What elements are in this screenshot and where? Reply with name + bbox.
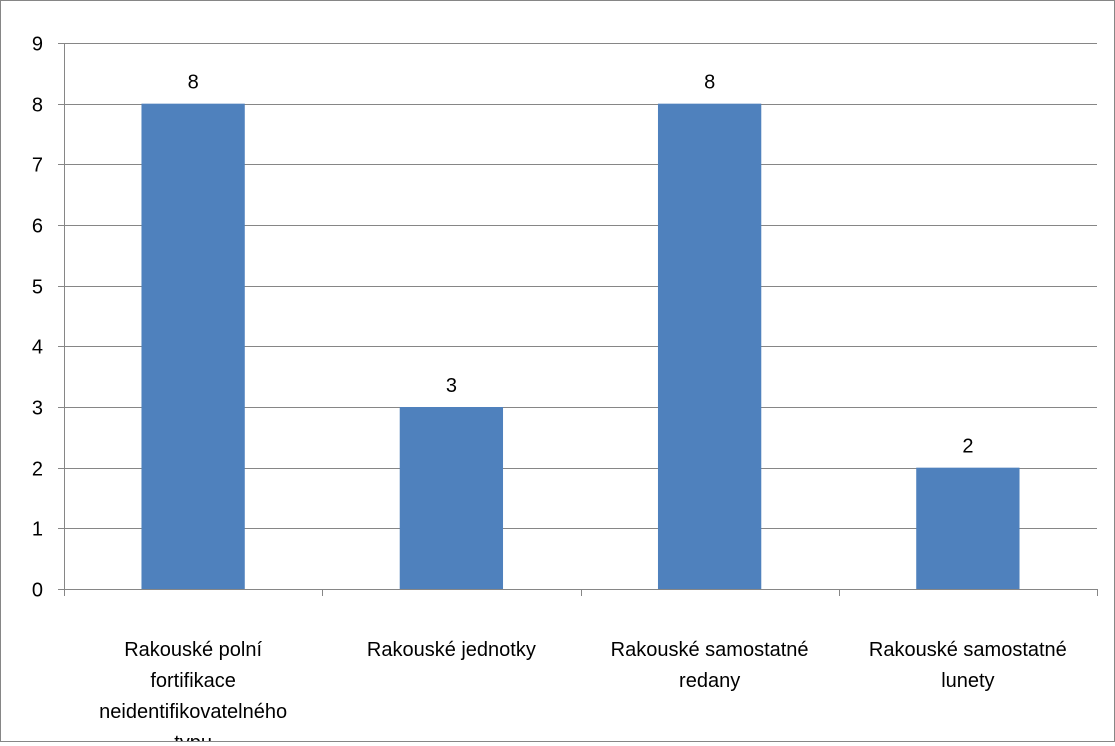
y-tick-label: 3 xyxy=(32,398,43,420)
y-tick-label: 0 xyxy=(32,580,43,602)
y-tick-label: 1 xyxy=(32,519,43,541)
x-tick-label-line: fortifikace xyxy=(150,670,236,692)
x-tick-label: Rakouské samostatné lunety xyxy=(869,639,1067,692)
x-tick-label-line: redany xyxy=(679,670,740,692)
bar xyxy=(916,467,1020,589)
bars xyxy=(141,103,1020,590)
y-tick-label: 5 xyxy=(32,277,43,299)
data-labels: 8 3 8 2 xyxy=(188,72,974,458)
data-label: 8 xyxy=(188,72,199,94)
y-tick-label: 8 xyxy=(32,95,43,117)
axes xyxy=(58,43,1098,596)
y-tick-label: 2 xyxy=(32,459,43,481)
data-label: 3 xyxy=(446,375,457,397)
x-tick-label-line: Rakouské samostatné xyxy=(869,639,1067,661)
x-tick-label-line: Rakouské jednotky xyxy=(367,639,536,661)
y-tick-label: 4 xyxy=(32,337,43,359)
x-tick-label-line: neidentifikovatelného xyxy=(99,701,287,723)
data-label: 2 xyxy=(962,436,973,458)
x-tick-label-line: Rakouské polní xyxy=(124,639,262,661)
bar xyxy=(141,103,245,590)
y-tick-labels: 0 1 2 3 4 5 6 7 8 9 xyxy=(32,34,43,602)
x-tick-label: Rakouské jednotky xyxy=(367,639,536,661)
bar xyxy=(399,407,504,589)
data-label: 8 xyxy=(704,72,715,94)
y-tick-label: 6 xyxy=(32,216,43,238)
x-tick-label: Rakouské samostatné redany xyxy=(611,639,809,692)
x-tick-label-line: lunety xyxy=(941,670,994,692)
y-tick-label: 9 xyxy=(32,34,43,56)
bar xyxy=(657,103,762,590)
x-tick-labels: Rakouské polní fortifikace neidentifikovat… xyxy=(99,639,1067,746)
x-tick-label: Rakouské polní fortifikace neidentifikovat… xyxy=(99,639,287,741)
y-tick-label: 7 xyxy=(32,155,43,177)
x-tick-label-line: Rakouské samostatné xyxy=(611,639,809,661)
x-tick-label-line: typu xyxy=(174,732,212,741)
